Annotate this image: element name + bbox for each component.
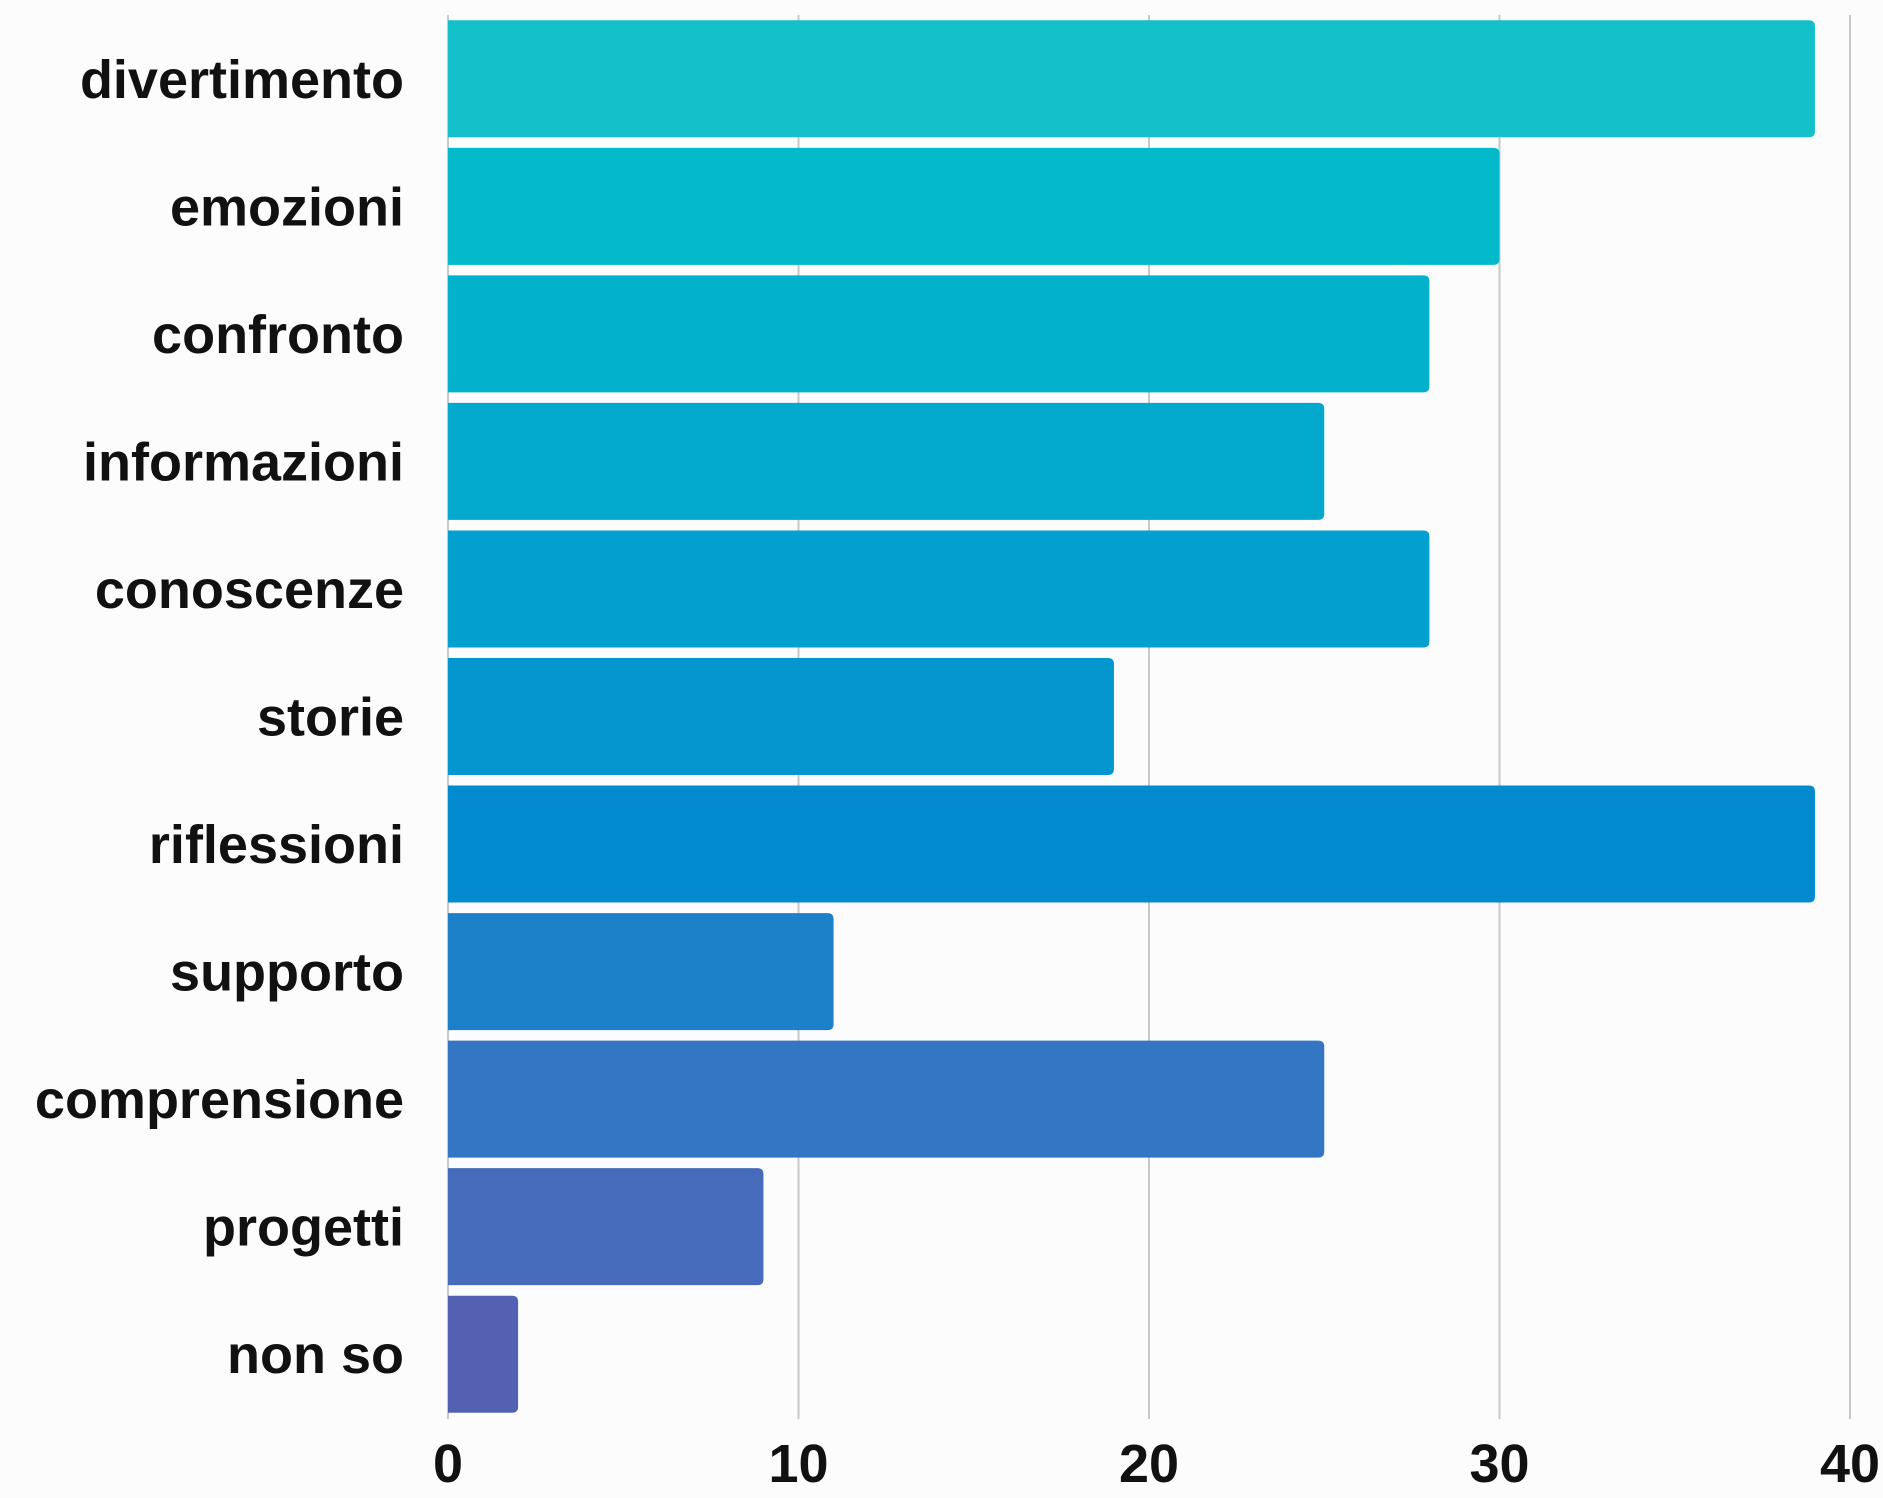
bar-progetti bbox=[448, 1168, 764, 1286]
x-tick-label: 40 bbox=[1820, 1434, 1880, 1494]
bar-storie bbox=[448, 658, 1114, 775]
category-label: supporto bbox=[170, 943, 404, 1003]
bar-confronto bbox=[448, 275, 1430, 393]
category-label: storie bbox=[257, 688, 404, 748]
category-label: informazioni bbox=[83, 432, 404, 492]
bar-divertimento bbox=[448, 20, 1815, 138]
bar-supporto bbox=[448, 913, 834, 1031]
x-axis-ticks: 0 10 20 30 40 bbox=[433, 1434, 1880, 1494]
category-label: riflessioni bbox=[149, 815, 404, 875]
x-tick-label: 0 bbox=[433, 1434, 463, 1494]
x-tick-label: 20 bbox=[1119, 1434, 1179, 1494]
category-labels: divertimento emozioni confronto informazion… bbox=[35, 50, 404, 1385]
bar-conoscenze bbox=[448, 530, 1430, 648]
category-label: emozioni bbox=[170, 177, 404, 237]
category-label: comprensione bbox=[35, 1070, 404, 1130]
bar-emozioni bbox=[448, 147, 1500, 265]
category-label: confronto bbox=[152, 305, 404, 365]
category-label: non so bbox=[227, 1325, 404, 1385]
bar-comprensione bbox=[448, 1040, 1325, 1158]
x-tick-label: 10 bbox=[768, 1434, 828, 1494]
bar-informazioni bbox=[448, 402, 1325, 520]
bar-non-so bbox=[448, 1295, 519, 1413]
category-label: progetti bbox=[203, 1198, 404, 1258]
bar-riflessioni bbox=[448, 785, 1815, 903]
x-tick-label: 30 bbox=[1469, 1434, 1529, 1494]
category-label: conoscenze bbox=[95, 560, 404, 620]
bars bbox=[448, 20, 1815, 1413]
category-label: divertimento bbox=[80, 50, 404, 110]
